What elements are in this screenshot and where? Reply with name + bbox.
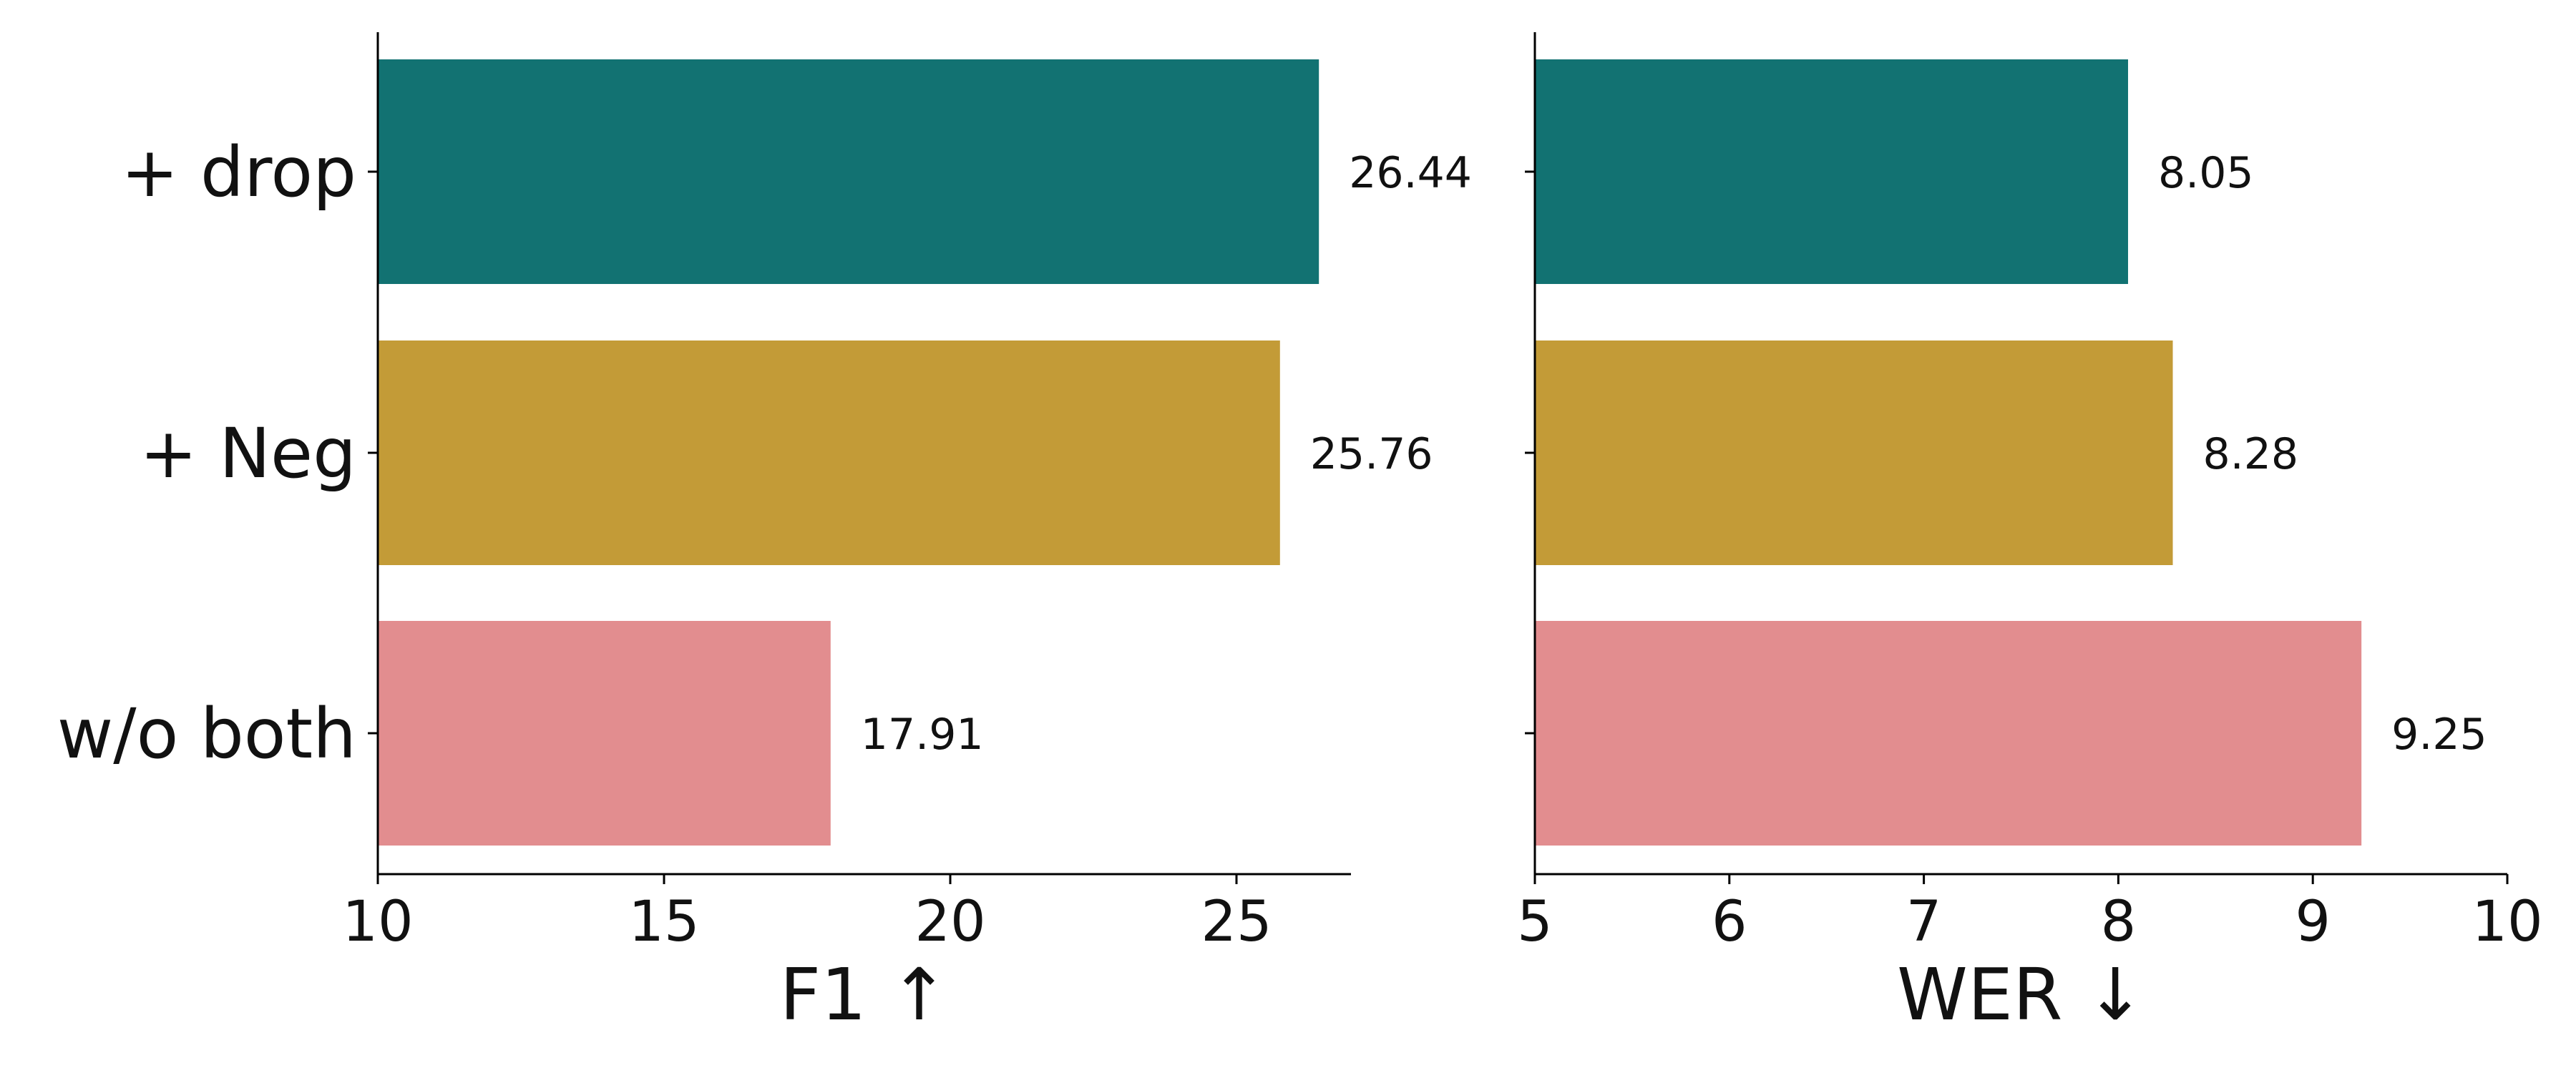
wer-x-tick-label: 6 xyxy=(1712,890,1747,954)
f1-x-tick-label: 25 xyxy=(1201,890,1272,954)
wer-value-labels: 8.05 8.28 9.25 xyxy=(2158,148,2487,760)
f1-category-labels: + drop + Neg w/o both xyxy=(57,132,356,774)
wer-x-tick-label: 10 xyxy=(2472,890,2542,954)
wer-bar xyxy=(1535,340,2173,565)
f1-value-label: 25.76 xyxy=(1310,429,1433,479)
wer-x-tick-label: 7 xyxy=(1906,890,1942,954)
f1-x-tick-label: 15 xyxy=(628,890,699,954)
f1-category-label: w/o both xyxy=(57,694,356,774)
wer-bar xyxy=(1535,621,2362,846)
f1-x-tick-label: 20 xyxy=(914,890,985,954)
f1-bar xyxy=(378,340,1280,565)
f1-bar xyxy=(378,59,1319,284)
wer-x-tick-label: 9 xyxy=(2295,890,2331,954)
wer-x-tick-label: 8 xyxy=(2101,890,2137,954)
wer-x-axis-label: WER ↓ xyxy=(1897,953,2145,1037)
f1-value-label: 17.91 xyxy=(861,710,984,760)
wer-bar xyxy=(1535,59,2128,284)
wer-value-label: 8.05 xyxy=(2158,148,2254,198)
f1-axes xyxy=(368,32,1351,876)
wer-x-ticks: 5 6 7 8 9 10 xyxy=(1517,874,2543,954)
f1-bar xyxy=(378,621,831,846)
f1-x-axis-label: F1 ↑ xyxy=(780,953,950,1037)
chart-f1: 26.44 25.76 17.91 + drop + Neg w/o both 10 15… xyxy=(57,32,1472,1037)
wer-bars xyxy=(1535,59,2362,846)
f1-x-ticks: 10 15 20 25 xyxy=(342,874,1272,954)
f1-value-labels: 26.44 25.76 17.91 xyxy=(861,148,1472,760)
f1-value-label: 26.44 xyxy=(1349,148,1472,198)
wer-x-tick-label: 5 xyxy=(1517,890,1553,954)
f1-bars xyxy=(378,59,1319,846)
f1-category-label: + Neg xyxy=(140,413,356,494)
wer-value-label: 9.25 xyxy=(2391,710,2487,760)
f1-x-tick-label: 10 xyxy=(342,890,413,954)
f1-category-label: + drop xyxy=(121,132,356,212)
wer-axes xyxy=(1525,32,2507,876)
chart-wer: 8.05 8.28 9.25 5 6 7 8 9 10 WER ↓ xyxy=(1517,32,2543,1037)
wer-value-label: 8.28 xyxy=(2203,429,2299,479)
